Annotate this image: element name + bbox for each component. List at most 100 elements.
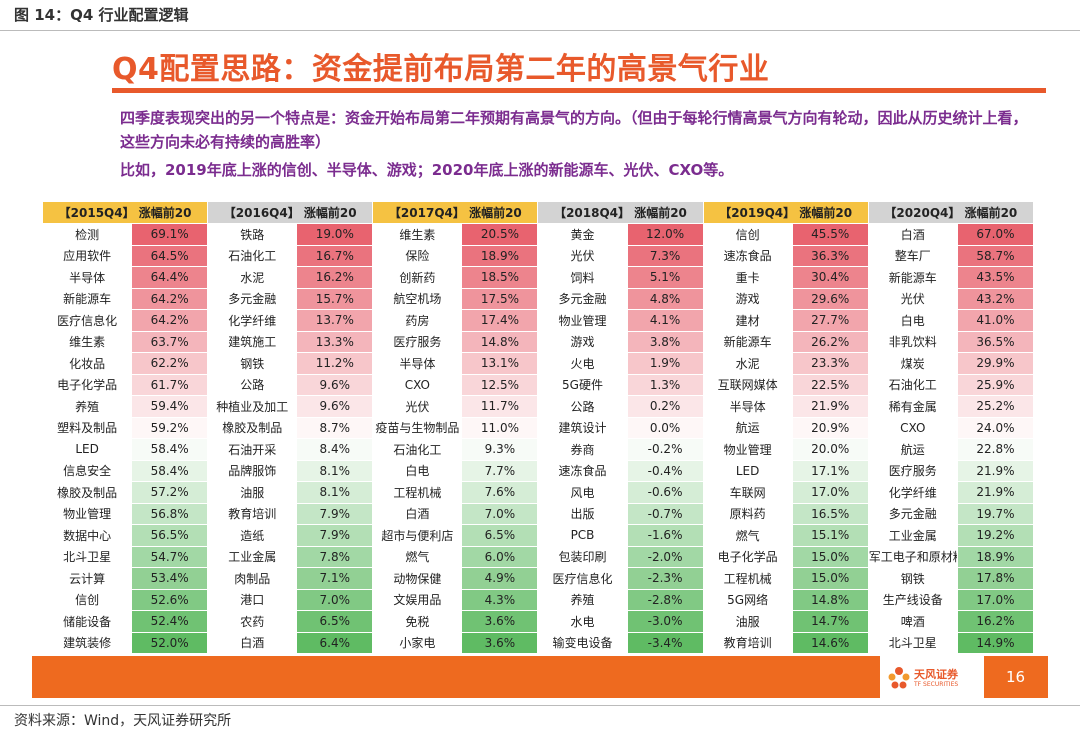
return-value: 43.5%: [956, 266, 1035, 289]
industry-name: 风电: [537, 481, 628, 504]
industry-name: 建筑施工: [207, 330, 298, 353]
industry-name: 橡胶及制品: [207, 416, 298, 439]
industry-name: 维生素: [41, 330, 133, 353]
table-row: 储能设备 52.4% 农药 6.5% 免税 3.6% 水电 -3.0% 油服 14.7% 啤酒 16.…: [41, 610, 1035, 633]
return-value: 4.1%: [626, 309, 704, 332]
industry-name: 游戏: [537, 330, 628, 353]
table-row: 电子化学品 61.7% 公路 9.6% CXO 12.5% 5G硬件 1.3% 互联网媒体 22.…: [41, 373, 1035, 396]
return-value: 16.5%: [791, 502, 869, 525]
return-value: 52.4%: [131, 610, 209, 633]
return-value: 36.3%: [791, 244, 869, 267]
return-value: 36.5%: [956, 330, 1035, 353]
return-value: 64.2%: [131, 287, 209, 310]
return-value: 22.8%: [956, 438, 1035, 461]
return-value: -0.7%: [626, 502, 704, 525]
industry-name: 白酒: [207, 631, 298, 654]
industry-name: 养殖: [41, 395, 133, 418]
quarter-header-5: 【2020Q4】 涨幅前20: [867, 201, 1035, 224]
return-value: 30.4%: [791, 266, 869, 289]
quarter-column-label: 涨幅前20: [964, 206, 1018, 220]
return-value: 61.7%: [131, 373, 209, 396]
return-value: 45.5%: [791, 223, 869, 246]
industry-name: 油服: [207, 481, 298, 504]
return-value: 7.8%: [296, 545, 374, 568]
return-value: 15.0%: [791, 567, 869, 590]
return-value: 7.0%: [296, 588, 374, 611]
industry-name: 电子化学品: [702, 545, 793, 568]
industry-name: 油服: [702, 610, 793, 633]
return-value: 19.0%: [296, 223, 374, 246]
return-value: -3.0%: [626, 610, 704, 633]
footer-bar: [32, 656, 1048, 698]
return-value: 6.5%: [296, 610, 374, 633]
return-value: 53.4%: [131, 567, 209, 590]
return-value: 11.2%: [296, 352, 374, 375]
return-value: 62.2%: [131, 352, 209, 375]
industry-name: 券商: [537, 438, 628, 461]
return-value: 5.1%: [626, 266, 704, 289]
industry-name: 生产线设备: [867, 588, 958, 611]
slide-title: Q4配置思路：资金提前布局第二年的高景气行业: [112, 52, 770, 87]
return-value: 21.9%: [956, 481, 1035, 504]
industry-name: PCB: [537, 524, 628, 547]
return-value: 12.5%: [461, 373, 539, 396]
industry-name: 橡胶及制品: [41, 481, 133, 504]
industry-name: 小家电: [372, 631, 463, 654]
industry-name: 光伏: [372, 395, 463, 418]
return-value: 14.8%: [791, 588, 869, 611]
industry-name: CXO: [867, 416, 958, 439]
quarter-header-2: 【2017Q4】 涨幅前20: [372, 201, 539, 224]
return-value: 57.2%: [131, 481, 209, 504]
source-note: 资料来源：Wind，天风证券研究所: [14, 713, 232, 729]
industry-name: 应用软件: [41, 244, 133, 267]
industry-name: 5G硬件: [537, 373, 628, 396]
return-value: 6.0%: [461, 545, 539, 568]
industry-name: 信创: [41, 588, 133, 611]
industry-name: 化学纤维: [207, 309, 298, 332]
return-value: 20.5%: [461, 223, 539, 246]
return-value: 18.5%: [461, 266, 539, 289]
quarter-header-0: 【2015Q4】 涨幅前20: [41, 201, 209, 224]
industry-name: 石油化工: [867, 373, 958, 396]
return-value: -1.6%: [626, 524, 704, 547]
industry-name: 钢铁: [867, 567, 958, 590]
return-value: 0.0%: [626, 416, 704, 439]
return-value: 14.8%: [461, 330, 539, 353]
industry-name: 塑料及制品: [41, 416, 133, 439]
industry-name: 燃气: [702, 524, 793, 547]
return-value: 8.4%: [296, 438, 374, 461]
industry-name: 白电: [372, 459, 463, 482]
industry-name: 超市与便利店: [372, 524, 463, 547]
quarter-header-4: 【2019Q4】 涨幅前20: [702, 201, 869, 224]
table-row: 医疗信息化 64.2% 化学纤维 13.7% 药房 17.4% 物业管理 4.1% 建材 27.7…: [41, 309, 1035, 332]
return-value: 8.7%: [296, 416, 374, 439]
quarter-period: 【2015Q4】: [58, 206, 135, 220]
industry-name: 北斗卫星: [867, 631, 958, 654]
return-value: 14.9%: [956, 631, 1035, 654]
industry-name: 火电: [537, 352, 628, 375]
industry-name: 出版: [537, 502, 628, 525]
return-value: 13.1%: [461, 352, 539, 375]
return-value: 67.0%: [956, 223, 1035, 246]
return-value: 18.9%: [461, 244, 539, 267]
return-value: 54.7%: [131, 545, 209, 568]
return-value: 29.9%: [956, 352, 1035, 375]
industry-name: 航运: [867, 438, 958, 461]
return-value: 4.8%: [626, 287, 704, 310]
table-row: 检测 69.1% 铁路 19.0% 维生素 20.5% 黄金 12.0% 信创 45.5% 白酒 67…: [41, 223, 1035, 246]
return-value: 52.0%: [131, 631, 209, 654]
footer-logo-area: [880, 656, 984, 698]
industry-name: 动物保健: [372, 567, 463, 590]
industry-name: 造纸: [207, 524, 298, 547]
return-value: 16.2%: [296, 266, 374, 289]
return-value: -2.0%: [626, 545, 704, 568]
table-row: 建筑装修 52.0% 白酒 6.4% 小家电 3.6% 输变电设备 -3.4% 教育培训 14.6…: [41, 631, 1035, 654]
industry-name: 石油开采: [207, 438, 298, 461]
industry-name: 速冻食品: [537, 459, 628, 482]
table-row: 塑料及制品 59.2% 橡胶及制品 8.7% 疫苗与生物制品 11.0% 建筑设计 0.0% 航…: [41, 416, 1035, 439]
industry-name: 原料药: [702, 502, 793, 525]
industry-name: 新能源车: [702, 330, 793, 353]
return-value: 26.2%: [791, 330, 869, 353]
industry-name: 养殖: [537, 588, 628, 611]
return-value: 58.4%: [131, 459, 209, 482]
